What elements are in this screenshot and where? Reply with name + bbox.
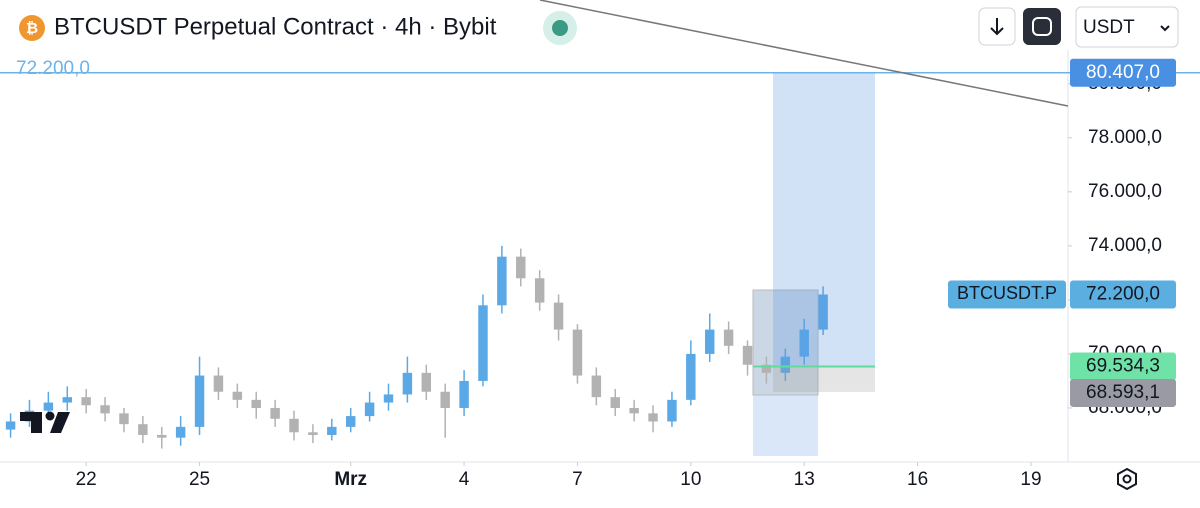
candle-body — [251, 399, 261, 408]
symbol-label: BTCUSDT.P — [957, 283, 1057, 303]
stop-price-label-box — [1070, 378, 1176, 407]
candle-body — [572, 329, 583, 376]
candle-body — [421, 372, 432, 392]
x-tick-label: 25 — [189, 469, 210, 490]
x-tick-label: 16 — [907, 469, 928, 490]
candle-body — [610, 397, 620, 408]
candle-body — [270, 407, 280, 419]
entry-price-label: 69.534,3 — [1086, 356, 1160, 377]
x-tick-label: Mrz — [334, 469, 367, 490]
candle-body — [478, 305, 488, 381]
stop-zone — [773, 366, 875, 392]
candle-body — [723, 329, 734, 346]
candle-body — [345, 416, 356, 427]
target-price-label: 80.407,0 — [1086, 62, 1160, 83]
x-tick-label: 19 — [1020, 469, 1041, 490]
candle-body — [81, 397, 91, 406]
candle-body — [667, 399, 677, 422]
overlay: 72.200,0 80.407,0 BTCUSDT.P 72.200,0 69.534,… — [0, 58, 1200, 407]
candle-body — [516, 256, 526, 279]
candle-body — [742, 345, 753, 365]
candle-body — [818, 294, 828, 330]
target-zone — [773, 72, 875, 367]
candle-body — [780, 356, 791, 373]
candle-body — [648, 413, 658, 422]
candle-body — [364, 402, 375, 417]
candle-body — [5, 421, 16, 430]
candle-body — [629, 407, 639, 414]
candles — [5, 245, 828, 449]
candle-body — [799, 329, 809, 357]
candle-body — [553, 302, 564, 330]
currency-select[interactable] — [1075, 6, 1179, 48]
coin-icon-glyph: ₿ — [26, 20, 38, 37]
candle-body — [119, 413, 129, 425]
y-tick-label: 78.000,0 — [1088, 127, 1162, 148]
settings-icon[interactable] — [1117, 467, 1137, 491]
candle-body — [591, 375, 602, 398]
candle-body — [327, 426, 337, 435]
candle-body — [534, 278, 545, 303]
candle-body — [213, 375, 224, 392]
x-tick-label: 13 — [794, 469, 815, 490]
coin-icon — [19, 15, 45, 41]
candle-body — [705, 329, 715, 354]
candle-body — [686, 353, 696, 400]
current-price-label-box — [1070, 280, 1176, 309]
level-label: 72.200,0 — [16, 58, 90, 79]
fullscreen-icon — [1032, 17, 1052, 36]
currency-label: USDT — [1083, 17, 1135, 38]
candle-body — [383, 394, 394, 403]
download-icon — [990, 18, 1004, 36]
candle-body — [62, 397, 72, 403]
tv-logo — [20, 411, 70, 433]
chart-title: BTCUSDT Perpetual Contract · 4h · Bybit — [54, 13, 497, 40]
x-tick-label: 10 — [680, 469, 701, 490]
candle-body — [194, 375, 205, 427]
dropdown-arrow — [1160, 25, 1170, 32]
entry-price-label-box — [1070, 352, 1176, 381]
status-dot — [552, 20, 568, 36]
y-tick-label: 74.000,0 — [1088, 235, 1162, 256]
x-tick-label: 4 — [459, 469, 470, 490]
candle-body — [175, 426, 186, 438]
candle-body — [308, 432, 318, 435]
candle-body — [761, 364, 772, 373]
symbol-label-box — [948, 280, 1066, 309]
x-tick-label: 7 — [572, 469, 583, 490]
axis-layer: 68.000,070.000,072.000,074.000,076.000,0… — [0, 50, 1200, 490]
current-price-label: 72.200,0 — [1086, 284, 1160, 305]
y-tick-label: 76.000,0 — [1088, 181, 1162, 202]
candle-body — [138, 424, 148, 435]
trend-line — [539, 0, 1069, 107]
candle-body — [100, 405, 110, 414]
x-tick-label: 22 — [76, 469, 97, 490]
candle-body — [459, 380, 469, 408]
target-price-label-box — [1070, 58, 1176, 87]
candle-body — [43, 402, 54, 411]
candle-body — [402, 372, 413, 395]
fullscreen-button[interactable] — [1023, 8, 1061, 45]
candle-body — [440, 391, 450, 408]
candle-body — [157, 434, 167, 438]
candle-body — [497, 256, 507, 306]
candle-body — [289, 418, 299, 433]
candle-body — [232, 391, 243, 400]
stop-price-label: 68.593,1 — [1086, 382, 1160, 403]
